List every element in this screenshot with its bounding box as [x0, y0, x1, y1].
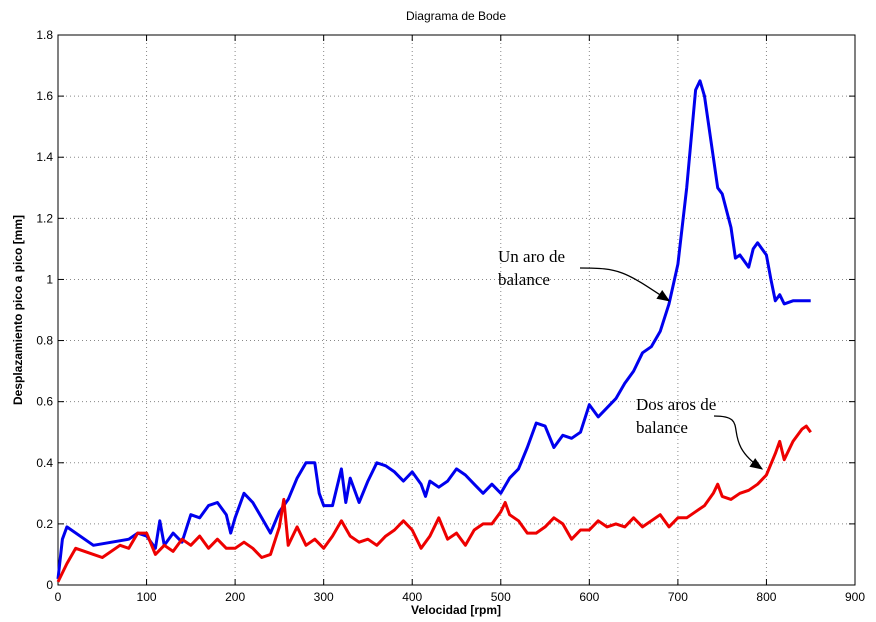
y-tick-label: 1.4 [36, 150, 53, 164]
annotation-text: balance [498, 270, 550, 289]
annotation-arrow [579, 267, 671, 302]
annotation-text: Dos aros de [636, 395, 716, 414]
y-tick-label: 0.4 [36, 456, 53, 470]
data-line [56, 424, 812, 583]
y-tick-label: 0 [46, 578, 53, 592]
x-tick-label: 200 [225, 590, 245, 604]
plot-area [58, 35, 855, 585]
annotation-arrow [713, 415, 764, 470]
y-tick-label: 0.8 [36, 334, 53, 348]
annotation-text: balance [636, 418, 688, 437]
y-tick-label: 1.8 [36, 28, 53, 42]
y-axis-label: Desplazamiento pico a pico [mm] [11, 215, 25, 405]
y-tick-label: 0.6 [36, 395, 53, 409]
x-tick-label: 0 [55, 590, 62, 604]
chart-title: Diagrama de Bode [406, 9, 506, 23]
x-tick-label: 400 [402, 590, 422, 604]
x-axis-label: Velocidad [rpm] [411, 603, 501, 617]
x-tick-label: 500 [491, 590, 511, 604]
y-tick-label: 1 [46, 272, 53, 286]
x-tick-label: 600 [579, 590, 599, 604]
x-tick-label: 300 [314, 590, 334, 604]
x-tick-label: 700 [668, 590, 688, 604]
y-tick-label: 1.6 [36, 89, 53, 103]
y-tick-label: 0.2 [36, 517, 53, 531]
y-tick-label: 1.2 [36, 211, 53, 225]
x-tick-label: 800 [756, 590, 776, 604]
data-line [56, 79, 811, 580]
x-tick-label: 100 [137, 590, 157, 604]
x-tick-label: 900 [845, 590, 865, 604]
annotation-text: Un aro de [498, 247, 565, 266]
axes-box [57, 34, 856, 586]
